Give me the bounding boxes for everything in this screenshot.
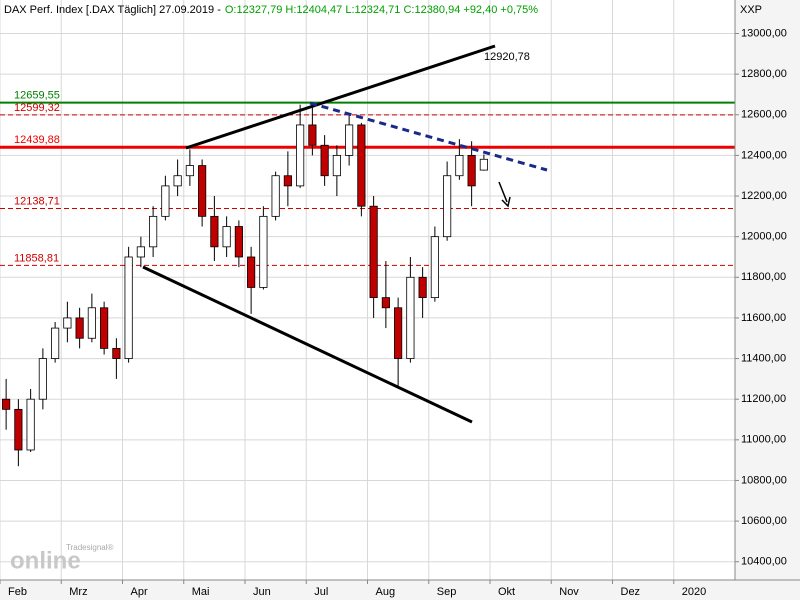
level-label: 11858,81 [14, 252, 59, 264]
y-tick-label: 10400,00 [741, 556, 787, 568]
x-tick-label: Mai [192, 586, 210, 598]
candle-body [198, 165, 207, 217]
candle-body [467, 155, 476, 187]
candle-body [271, 175, 280, 217]
arrow-head [501, 196, 511, 208]
candle-body [75, 317, 84, 339]
y-tick-label: 11600,00 [741, 312, 786, 324]
candle-body [149, 215, 158, 248]
candle-body [394, 307, 403, 359]
x-tick-label: 2020 [682, 586, 706, 598]
candle-body [63, 317, 72, 329]
y-tick-label: 12200,00 [741, 190, 787, 202]
candle-body [87, 307, 96, 339]
trend-line [142, 265, 473, 424]
level-label: 12138,71 [14, 195, 60, 207]
y-tick-label: 12600,00 [741, 109, 787, 121]
y-tick-label: 10800,00 [741, 474, 787, 486]
candle-body [381, 297, 390, 309]
x-tick-label: Dez [621, 586, 641, 598]
candle-body [247, 256, 256, 288]
chart-title: DAX Perf. Index [.DAX Täglich] 27.09.201… [4, 4, 221, 16]
candle-body [406, 276, 415, 359]
level-label: 12439,88 [14, 134, 60, 146]
y-tick-label: 11200,00 [741, 393, 786, 405]
quote: O:12327,79 H:12404,47 L:12324,71 C:12380… [225, 4, 538, 16]
x-tick-label: Apr [131, 586, 148, 598]
y-tick-label: 12800,00 [741, 68, 787, 80]
y-tick-label: 13000,00 [741, 27, 787, 39]
candle-body [2, 398, 11, 410]
watermark: online [10, 547, 81, 574]
candle-body [100, 307, 109, 349]
watermark: Tradesignal® [66, 543, 114, 552]
candle-body [124, 256, 133, 359]
x-tick-label: Aug [376, 586, 396, 598]
x-tick-label: Jul [314, 586, 328, 598]
candle-body [296, 124, 305, 187]
candle-body [185, 165, 194, 177]
candle-body [210, 215, 219, 248]
trend-line [185, 44, 496, 150]
candle-body [283, 175, 292, 187]
candle-body [259, 215, 268, 288]
candle-body [430, 236, 439, 299]
candle-body [479, 158, 488, 171]
level-label: 12599,32 [14, 102, 60, 114]
candle-body [38, 358, 47, 400]
y-tick-label: 11400,00 [741, 352, 786, 364]
candle-body [136, 246, 145, 258]
candle-body [173, 175, 182, 187]
x-tick-label: Mrz [69, 586, 87, 598]
y-tick-label: 11000,00 [741, 434, 786, 446]
candle-body [369, 205, 378, 299]
candle-body [320, 144, 329, 177]
x-tick-label: Sep [437, 586, 457, 598]
axis-label: XXP [740, 4, 762, 16]
y-tick-label: 11800,00 [741, 271, 786, 283]
y-tick-label: 10600,00 [741, 515, 787, 527]
y-tick-label: 12000,00 [741, 231, 787, 243]
candle-body [443, 175, 452, 238]
arrow [498, 181, 508, 203]
candle-body [234, 226, 243, 258]
candle-body [14, 408, 23, 451]
candle-body [345, 124, 354, 156]
x-tick-label: Feb [8, 586, 27, 598]
x-tick-label: Okt [498, 586, 515, 598]
y-tick-label: 12400,00 [741, 149, 787, 161]
annotation: 12920,78 [484, 51, 530, 63]
dashed-trend-line [309, 101, 548, 172]
candle-body [112, 348, 121, 359]
x-tick-label: Nov [559, 586, 579, 598]
level-label: 12659,55 [14, 90, 60, 102]
candle-body [26, 398, 35, 451]
candle-body [332, 155, 341, 177]
candle-body [357, 124, 366, 207]
candle-body [222, 226, 231, 248]
candle-body [161, 185, 170, 217]
candle-body [308, 124, 317, 146]
x-tick-label: Jun [253, 586, 271, 598]
candle-body [51, 327, 60, 359]
candle-body [455, 155, 464, 177]
candle-body [418, 276, 427, 299]
